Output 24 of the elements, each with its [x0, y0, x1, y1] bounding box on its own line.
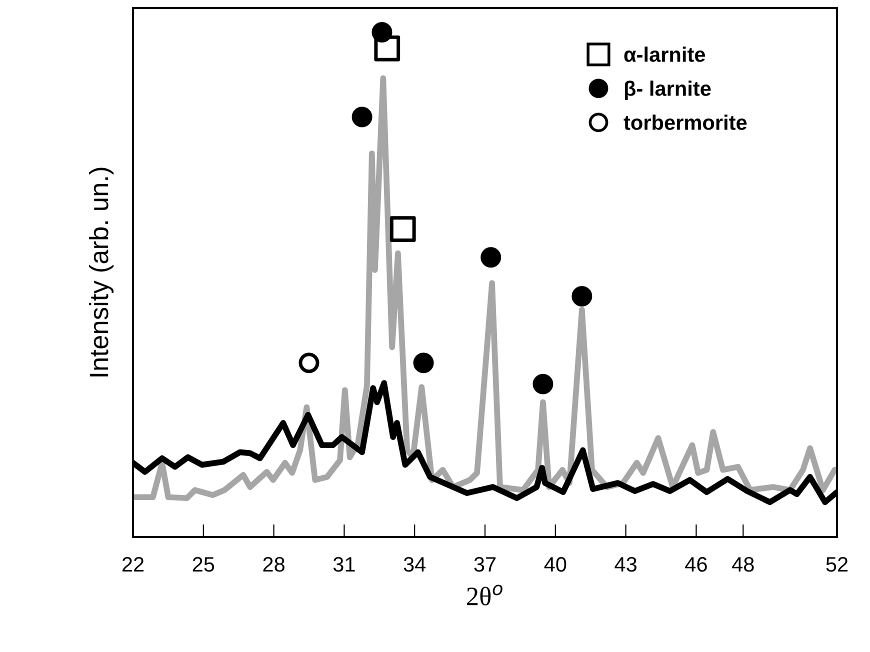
x-tick-label: 31 — [333, 556, 355, 572]
point — [298, 352, 320, 374]
x-tick-label: 28 — [263, 556, 284, 572]
x-tick-label: 40 — [544, 556, 566, 572]
x-tick-label: 43 — [614, 556, 636, 572]
x-tick-label: 37 — [474, 556, 496, 572]
legend-label: α-larnite — [624, 46, 706, 62]
point — [372, 22, 392, 42]
point — [352, 106, 372, 128]
legend-label: β- larnite — [624, 80, 711, 100]
point — [413, 352, 434, 374]
point — [390, 216, 416, 242]
point — [532, 374, 554, 394]
x-tick-label: 52 — [826, 556, 848, 572]
x-tick-label: 34 — [404, 556, 426, 572]
x-axis-title: 2θ$^{o}$ — [467, 584, 502, 606]
point — [572, 286, 592, 306]
y-axis-title: Intensity (arb. un.) — [88, 168, 114, 376]
point — [480, 247, 502, 268]
x-tick-label: 46 — [685, 556, 707, 572]
x-tick-label: 25 — [192, 556, 214, 572]
x-tick-label: 48 — [732, 556, 754, 572]
x-tick-label: 22 — [122, 556, 144, 572]
legend-label: torbermorite — [624, 114, 747, 130]
